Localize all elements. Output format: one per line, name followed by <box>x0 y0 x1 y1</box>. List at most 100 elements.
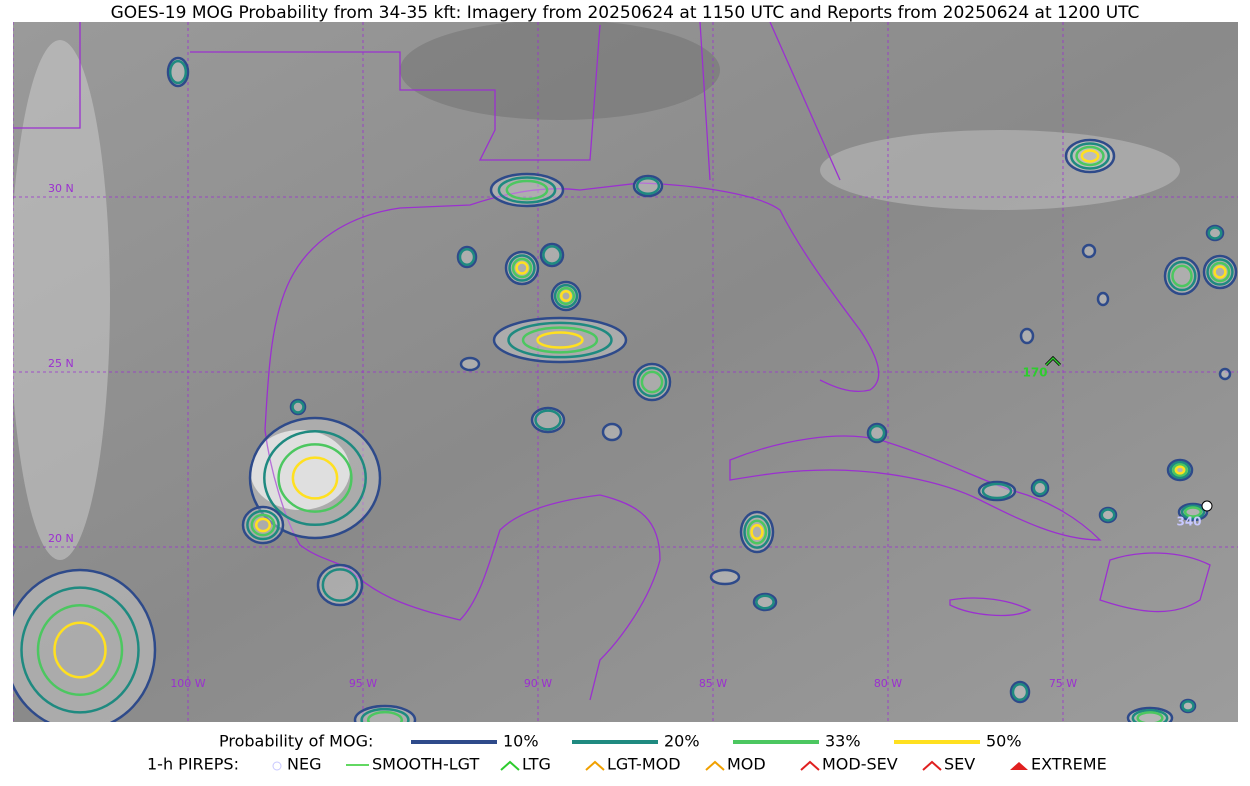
mog-contour <box>868 424 886 442</box>
pirep-icon <box>272 761 282 771</box>
mog-contour <box>553 283 579 309</box>
mog-contour <box>1096 291 1110 307</box>
mog-contour <box>13 568 157 722</box>
mog-contour <box>536 331 584 349</box>
mog-contour <box>1213 265 1227 279</box>
mog-contour <box>709 568 741 586</box>
mog-contour <box>360 707 410 722</box>
mog-contour <box>1183 506 1203 518</box>
legend-label: LTG <box>522 755 551 774</box>
mog-contour <box>53 621 107 679</box>
mog-contour <box>36 603 124 697</box>
lon-label: 80 W <box>874 677 902 690</box>
mog-contour <box>489 172 565 208</box>
mog-contour <box>1206 258 1234 286</box>
mog-contour <box>250 513 276 537</box>
mog-contour <box>316 563 364 607</box>
mog-contour <box>277 443 353 513</box>
mog-contour <box>1100 508 1116 522</box>
border <box>13 22 841 181</box>
mog-contour <box>739 510 775 554</box>
mog-contour <box>497 176 557 204</box>
mog-contour <box>1169 460 1191 480</box>
mog-contour <box>511 257 533 279</box>
mog-contour <box>1218 367 1232 381</box>
mog-contour <box>254 517 272 533</box>
lat-label: 30 N <box>48 182 74 195</box>
coastline <box>949 597 1032 617</box>
mog-contour <box>291 400 305 414</box>
pirep-icon <box>1201 500 1213 512</box>
mog-contour <box>632 362 672 402</box>
mog-contour <box>321 568 359 602</box>
mog-contour <box>1207 226 1223 240</box>
lat-label: 25 N <box>48 357 74 370</box>
mog-contour <box>755 594 775 610</box>
pirep-icon <box>500 760 520 771</box>
mog-contour <box>1075 145 1105 167</box>
legend-label: 20% <box>664 732 700 751</box>
mog-contour <box>508 254 536 282</box>
mog-contour <box>601 422 623 442</box>
mog-contour <box>504 250 540 286</box>
mog-contour <box>1070 142 1110 170</box>
mog-contour <box>1081 243 1097 259</box>
legend: Probability of MOG: 1-h PIREPS: 10% 20% 33… <box>147 732 1107 774</box>
mog-contour <box>20 586 140 714</box>
mog-contour <box>750 523 764 541</box>
mog-contour <box>246 509 280 541</box>
mog-contour <box>1174 465 1186 475</box>
legend-label: 50% <box>986 732 1022 751</box>
mog-contour <box>1011 682 1029 702</box>
mog-contour <box>1136 711 1164 722</box>
mog-contour <box>1032 480 1048 496</box>
coastline <box>264 182 880 431</box>
lon-label: 100 W <box>170 677 205 690</box>
pirep-icon <box>1045 356 1061 366</box>
mog-contour <box>746 519 768 545</box>
pirep-icon <box>1010 762 1028 770</box>
mog-contour <box>981 482 1013 500</box>
legend-label: EXTREME <box>1031 755 1107 774</box>
lon-label: 85 W <box>699 677 727 690</box>
mog-contour <box>1167 260 1197 292</box>
pireps-title: 1-h PIREPS: <box>147 755 239 774</box>
lon-label: 95 W <box>349 677 377 690</box>
mog-contour <box>1180 504 1206 520</box>
mog-contour <box>1019 327 1035 345</box>
cloud <box>13 40 110 560</box>
mog-contour <box>505 179 549 201</box>
map: 30 N 25 N 20 N 100 W 95 W 90 W 85 W 80 W 75 W 170… <box>13 22 1238 722</box>
mog-contour <box>1131 708 1169 722</box>
legend-label: SMOOTH-LGT <box>372 755 479 774</box>
coastline <box>1099 552 1211 613</box>
mog-contour <box>640 370 664 394</box>
cloud <box>820 130 1180 210</box>
mog-contour <box>248 416 382 540</box>
mog-contour <box>515 261 529 275</box>
lat-label: 20 N <box>48 532 74 545</box>
mog-contour <box>1163 256 1201 296</box>
mog-contour <box>168 59 188 85</box>
mog-contour <box>521 326 599 354</box>
mog-contour <box>1209 261 1231 283</box>
mog-contour <box>459 356 481 372</box>
coastline <box>264 429 661 701</box>
mog-contour <box>507 321 613 359</box>
mog-contour <box>542 245 562 265</box>
mog-contour <box>1171 264 1193 288</box>
legend-label: MOD <box>727 755 766 774</box>
mog-contour <box>366 710 404 722</box>
mog-contour <box>534 409 562 431</box>
pirep-icon <box>585 760 605 771</box>
mog-contour <box>1181 700 1195 712</box>
mog-contour <box>743 515 771 549</box>
legend-label: 10% <box>503 732 539 751</box>
mog-contour <box>241 505 285 545</box>
mog-contour <box>458 247 476 267</box>
mog-contour <box>492 316 628 364</box>
mog-contour <box>1202 254 1238 290</box>
mog-contour <box>636 366 668 398</box>
legend-label: 33% <box>825 732 861 751</box>
